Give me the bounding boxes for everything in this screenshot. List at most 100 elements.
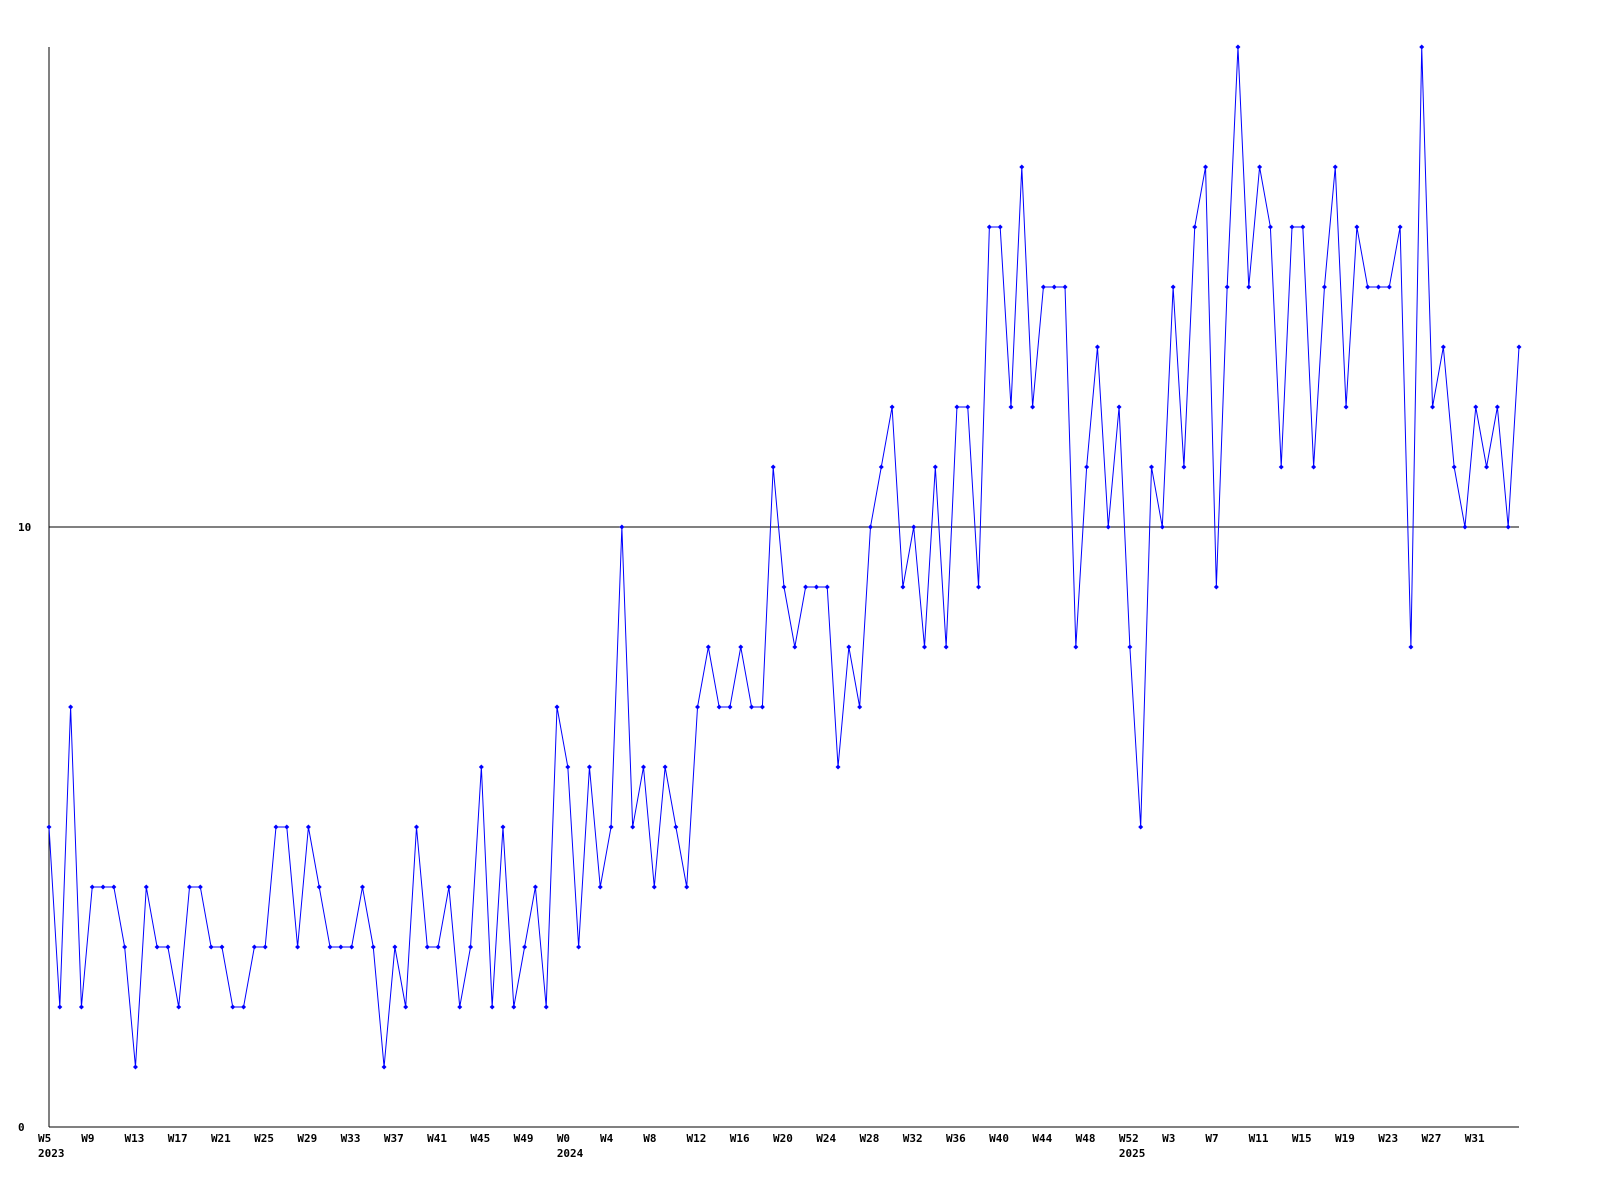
point [932,464,938,470]
point [1170,284,1176,290]
point [1084,464,1090,470]
x-tick-label: W48 [1076,1132,1096,1145]
point [792,644,798,650]
point [857,704,863,710]
point [489,1004,495,1010]
point [597,884,603,890]
x-tick-label: W20 [773,1132,793,1145]
point [143,884,149,890]
point [1484,464,1490,470]
x-tick-label: W4 [600,1132,614,1145]
x-tick-label: W17 [168,1132,188,1145]
point [1289,224,1295,230]
point [608,824,614,830]
point [1451,464,1457,470]
x-tick-label: W37 [384,1132,404,1145]
point [662,764,668,770]
point [1062,284,1068,290]
point [111,884,117,890]
point [867,524,873,530]
point [132,1064,138,1070]
point [1094,344,1100,350]
point [576,944,582,950]
point [273,824,279,830]
point [241,1004,247,1010]
point [359,884,365,890]
point [586,764,592,770]
point [305,824,311,830]
point [1203,164,1209,170]
point [68,704,74,710]
point [1516,344,1522,350]
y-tick-label: 10 [18,521,31,534]
x-tick-label: W25 [254,1132,274,1145]
point [835,764,841,770]
point [1235,44,1241,50]
point [262,944,268,950]
point [1473,404,1479,410]
point [640,764,646,770]
point [716,704,722,710]
x-tick-label: W13 [124,1132,144,1145]
point [727,704,733,710]
point [1365,284,1371,290]
point [46,824,52,830]
point [695,704,701,710]
point [89,884,95,890]
point [954,404,960,410]
x-tick-label: W23 [1378,1132,1398,1145]
point [295,944,301,950]
point [673,824,679,830]
x-tick-label: W0 [557,1132,570,1145]
point [976,584,982,590]
point [435,944,441,950]
point [543,1004,549,1010]
year-label: 2025 [1119,1147,1146,1160]
point [1138,824,1144,830]
point [208,944,214,950]
line [48,46,1520,1068]
point [1440,344,1446,350]
point [1321,284,1327,290]
x-tick-label: W8 [643,1132,656,1145]
point [338,944,344,950]
x-tick-label: W5 [38,1132,51,1145]
point [327,944,333,950]
point [554,704,560,710]
point [1246,284,1252,290]
point [1105,524,1111,530]
point [1332,164,1338,170]
point [781,584,787,590]
point [900,584,906,590]
point [1343,404,1349,410]
point [738,644,744,650]
point [403,1004,409,1010]
point [1213,584,1219,590]
point [381,1064,387,1070]
point [770,464,776,470]
point [1397,224,1403,230]
point [1354,224,1360,230]
point [1462,524,1468,530]
point [813,584,819,590]
point [1267,224,1273,230]
point [878,464,884,470]
x-tick-label: W9 [81,1132,94,1145]
point [187,884,193,890]
point [511,1004,517,1010]
point [122,944,128,950]
year-label: 2024 [557,1147,584,1160]
point [1300,224,1306,230]
x-tick-label: W21 [211,1132,231,1145]
point [230,1004,236,1010]
point [1408,644,1414,650]
x-tick-label: W32 [903,1132,923,1145]
point [414,824,419,830]
x-tick-label: W12 [687,1132,707,1145]
point [1386,284,1392,290]
point [1149,464,1154,470]
x-tick-label: W28 [859,1132,879,1145]
point [500,824,506,830]
point [349,944,355,950]
point [1311,464,1317,470]
